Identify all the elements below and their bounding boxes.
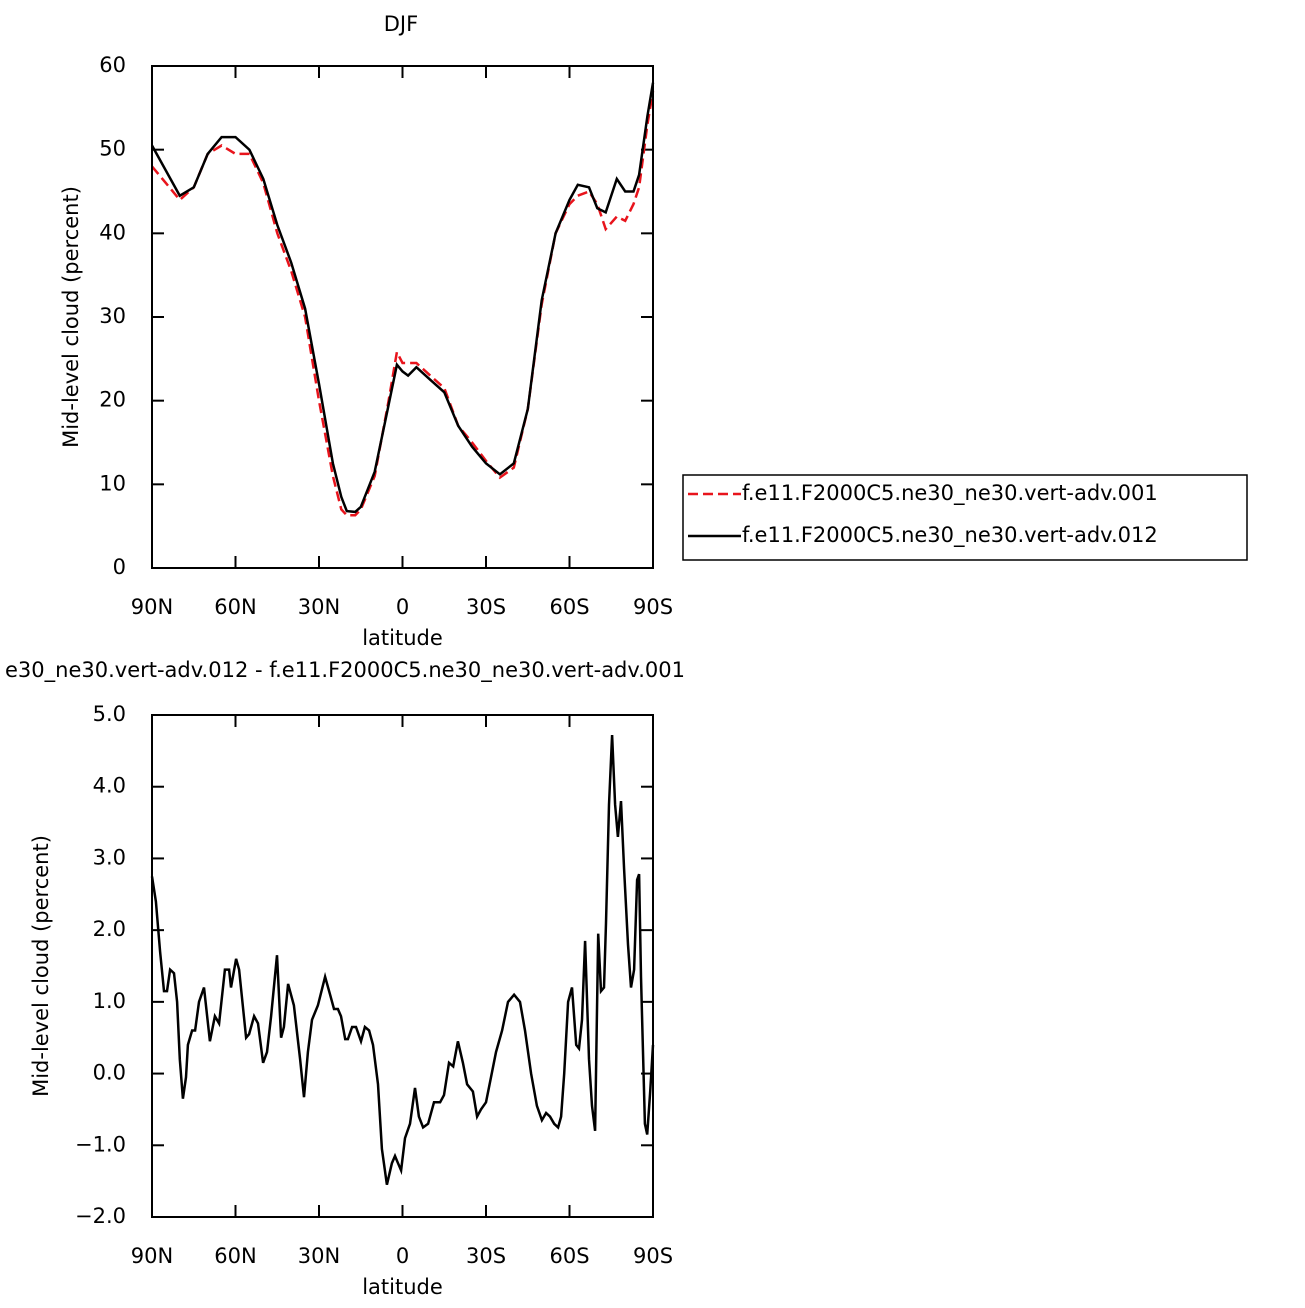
y-tick-label: 20 (99, 388, 126, 412)
y-axis-label: Mid-level cloud (percent) (29, 835, 53, 1097)
y-tick-label: 30 (99, 304, 126, 328)
y-tick-label: 1.0 (93, 989, 126, 1013)
x-tick-label: 60S (549, 595, 589, 619)
x-tick-label: 30N (298, 1244, 340, 1268)
y-tick-label: 60 (99, 53, 126, 77)
series-line (151, 90, 655, 517)
y-tick-label: 40 (99, 220, 126, 244)
x-tick-label: 90N (131, 595, 173, 619)
chart-title: DJF (384, 12, 418, 36)
y-tick-label: 0 (113, 555, 126, 579)
y-tick-label: −1.0 (75, 1132, 126, 1156)
x-tick-label: 90S (633, 595, 673, 619)
legend-box (682, 474, 1248, 561)
x-tick-label: 60N (214, 1244, 256, 1268)
x-tick-label: 0 (396, 1244, 409, 1268)
plot-frame (151, 714, 654, 1218)
y-tick-label: 50 (99, 137, 126, 161)
x-axis-label: latitude (362, 1275, 443, 1299)
x-tick-label: 0 (396, 595, 409, 619)
x-tick-label: 60N (214, 595, 256, 619)
series-line (150, 735, 655, 1185)
series-line (150, 82, 655, 514)
y-tick-label: 2.0 (93, 917, 126, 941)
x-tick-label: 30N (298, 595, 340, 619)
legend-label: f.e11.F2000C5.ne30_ne30.vert-adv.012 (742, 523, 1158, 548)
x-tick-label: 60S (549, 1244, 589, 1268)
y-tick-label: 5.0 (93, 702, 126, 726)
y-tick-label: −2.0 (75, 1204, 126, 1228)
x-tick-label: 90S (633, 1244, 673, 1268)
plot-frame (151, 65, 654, 569)
y-tick-label: 10 (99, 471, 126, 495)
x-tick-label: 30S (466, 595, 506, 619)
x-tick-label: 90N (131, 1244, 173, 1268)
y-tick-label: 4.0 (93, 774, 126, 798)
y-axis-label: Mid-level cloud (percent) (59, 186, 83, 448)
y-tick-label: 3.0 (93, 845, 126, 869)
legend-label: f.e11.F2000C5.ne30_ne30.vert-adv.001 (742, 481, 1158, 506)
x-tick-label: 30S (466, 1244, 506, 1268)
x-axis-label: latitude (362, 626, 443, 650)
y-tick-label: 0.0 (93, 1061, 126, 1085)
chart-title: e30_ne30.vert-adv.012 - f.e11.F2000C5.ne… (5, 658, 685, 683)
